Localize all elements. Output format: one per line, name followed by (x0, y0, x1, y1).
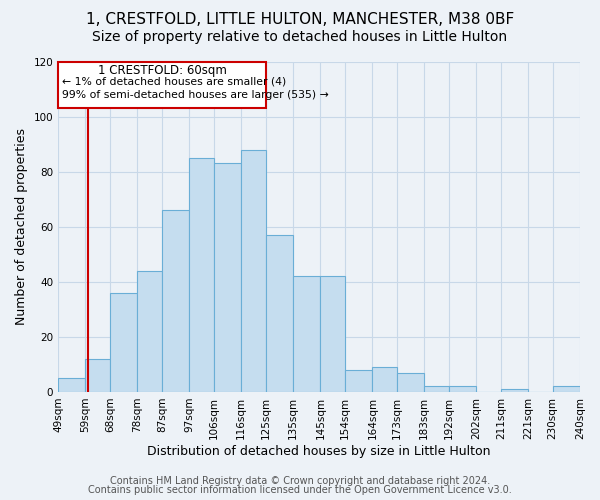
Text: ← 1% of detached houses are smaller (4): ← 1% of detached houses are smaller (4) (62, 76, 287, 86)
Bar (553, 386, 580, 392)
Bar (241, 150, 266, 392)
Bar (373, 367, 397, 392)
Bar (58, 378, 85, 392)
Text: 99% of semi-detached houses are larger (535) →: 99% of semi-detached houses are larger (… (62, 90, 329, 101)
Bar (449, 386, 476, 392)
Bar (162, 210, 190, 392)
FancyBboxPatch shape (58, 62, 266, 108)
Bar (424, 386, 449, 392)
Bar (501, 389, 528, 392)
Bar (345, 370, 373, 392)
Bar (320, 276, 345, 392)
Bar (110, 293, 137, 392)
Bar (85, 359, 110, 392)
Y-axis label: Number of detached properties: Number of detached properties (15, 128, 28, 325)
Text: Size of property relative to detached houses in Little Hulton: Size of property relative to detached ho… (92, 30, 508, 44)
Bar (137, 271, 162, 392)
Bar (266, 235, 293, 392)
Bar (293, 276, 320, 392)
Bar (397, 372, 424, 392)
Text: Contains HM Land Registry data © Crown copyright and database right 2024.: Contains HM Land Registry data © Crown c… (110, 476, 490, 486)
Text: 1, CRESTFOLD, LITTLE HULTON, MANCHESTER, M38 0BF: 1, CRESTFOLD, LITTLE HULTON, MANCHESTER,… (86, 12, 514, 28)
Text: 1 CRESTFOLD: 60sqm: 1 CRESTFOLD: 60sqm (98, 64, 226, 78)
X-axis label: Distribution of detached houses by size in Little Hulton: Distribution of detached houses by size … (148, 444, 491, 458)
Bar (190, 158, 214, 392)
Bar (214, 164, 241, 392)
Text: Contains public sector information licensed under the Open Government Licence v3: Contains public sector information licen… (88, 485, 512, 495)
